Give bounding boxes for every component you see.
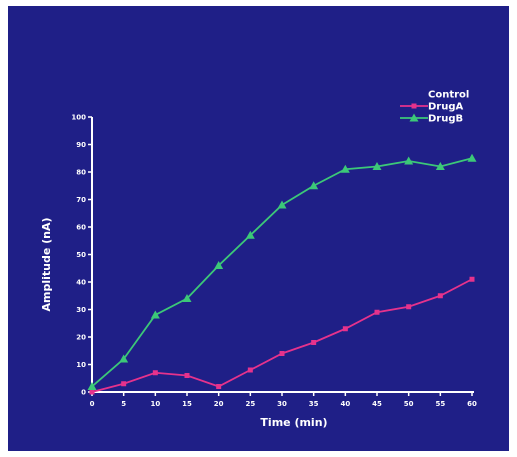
legend-label: DrugA bbox=[428, 102, 464, 113]
x-tick-label: 45 bbox=[372, 400, 382, 408]
data-point-druga bbox=[89, 389, 95, 395]
y-tick-label: 0 bbox=[81, 389, 86, 397]
data-point-druga bbox=[121, 381, 127, 387]
data-point-druga bbox=[342, 326, 348, 332]
data-point-druga bbox=[406, 304, 412, 310]
legend-label: Control bbox=[428, 90, 469, 101]
data-point-drugb bbox=[435, 162, 445, 170]
data-point-drugb bbox=[87, 382, 97, 390]
data-point-drugb bbox=[277, 200, 287, 209]
x-tick-label: 40 bbox=[340, 400, 350, 408]
x-tick-label: 30 bbox=[277, 400, 287, 408]
x-tick-label: 60 bbox=[467, 400, 477, 408]
line-chart: 0 10 20 30 40 50 60 70 80 90 100 0 5 10 15 20 25 30 35 40 45… bbox=[40, 90, 477, 430]
data-point-drugb bbox=[150, 310, 160, 319]
y-tick-label: 20 bbox=[76, 334, 86, 342]
x-tick-label: 20 bbox=[214, 400, 224, 408]
data-point-druga bbox=[152, 370, 158, 376]
legend-swatch-marker bbox=[409, 113, 419, 122]
x-tick-label: 10 bbox=[150, 400, 160, 408]
x-tick-label: 15 bbox=[182, 400, 192, 408]
data-point-druga bbox=[184, 373, 190, 378]
data-point-druga bbox=[311, 340, 317, 345]
x-tick-label: 0 bbox=[90, 400, 95, 408]
x-axis-label: Time (min) bbox=[260, 416, 327, 429]
y-tick-label: 40 bbox=[76, 279, 86, 287]
chart-panel: 0 10 20 30 40 50 60 70 80 90 100 0 5 10 15 20 25 30 35 40 45… bbox=[8, 6, 509, 451]
x-tick-label: 50 bbox=[404, 400, 414, 408]
data-point-drugb bbox=[214, 261, 224, 269]
y-tick-label: 90 bbox=[76, 141, 86, 149]
y-tick-label: 100 bbox=[71, 114, 86, 122]
y-tick-label: 80 bbox=[76, 169, 86, 177]
x-tick-label: 5 bbox=[121, 400, 126, 408]
data-point-drugb bbox=[309, 181, 319, 190]
data-point-druga bbox=[216, 384, 222, 389]
data-point-drugb bbox=[340, 164, 350, 173]
legend-label: DrugB bbox=[428, 114, 463, 125]
series-layer bbox=[87, 153, 477, 395]
y-tick-label: 10 bbox=[76, 361, 86, 369]
series-line-druga bbox=[91, 278, 473, 393]
data-point-druga bbox=[437, 293, 443, 299]
data-point-drugb bbox=[245, 230, 255, 239]
axes-layer: 0 10 20 30 40 50 60 70 80 90 100 0 5 10 15 20 25 30 35 40 45… bbox=[71, 114, 477, 409]
y-tick-label: 50 bbox=[76, 251, 86, 259]
data-point-drugb bbox=[119, 354, 129, 363]
y-axis-label: Amplitude (nA) bbox=[40, 217, 53, 311]
data-point-drugb bbox=[404, 156, 414, 165]
data-point-druga bbox=[247, 367, 253, 373]
data-point-drugb bbox=[182, 294, 192, 302]
data-point-druga bbox=[374, 309, 380, 315]
legend-swatch-marker bbox=[411, 103, 417, 109]
data-point-drugb bbox=[467, 153, 477, 162]
x-tick-label: 55 bbox=[435, 400, 445, 408]
data-point-drugb bbox=[372, 162, 382, 170]
data-point-druga bbox=[279, 351, 285, 356]
x-tick-label: 35 bbox=[309, 400, 319, 408]
y-tick-label: 30 bbox=[76, 306, 86, 314]
data-point-druga bbox=[469, 276, 475, 282]
y-tick-label: 70 bbox=[76, 196, 86, 204]
y-tick-label: 60 bbox=[76, 224, 86, 232]
x-tick-label: 25 bbox=[245, 400, 255, 408]
